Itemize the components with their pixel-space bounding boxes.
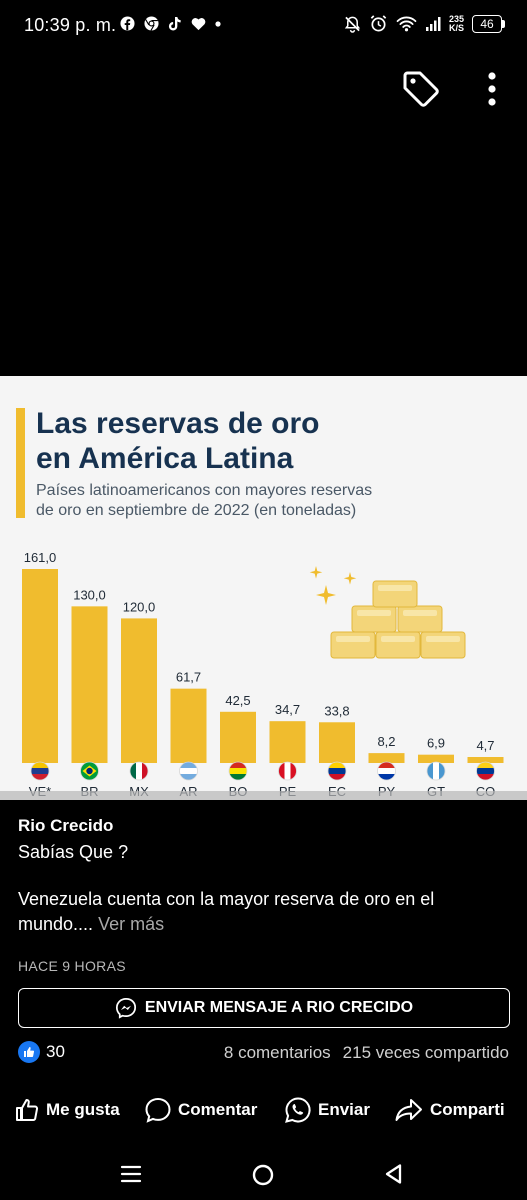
infographic-title: Las reservas de oro en América Latina <box>36 406 496 476</box>
post-image[interactable]: Las reservas de oro en América Latina Pa… <box>0 376 527 800</box>
bar-bo <box>220 711 256 763</box>
bar-ar <box>170 688 207 763</box>
data-label: 34,7 <box>275 702 300 717</box>
paraguay-flag-icon <box>377 761 396 781</box>
home-icon[interactable] <box>250 1162 276 1188</box>
data-label: 4,7 <box>476 738 494 753</box>
mexico-flag-icon <box>129 761 149 781</box>
colombia-flag-icon <box>476 761 495 781</box>
bolivia-flag-icon <box>228 761 248 781</box>
speed-value: 235 <box>448 13 464 24</box>
peru-flag-icon <box>278 761 297 781</box>
chrome-icon <box>144 16 159 31</box>
facebook-icon <box>120 16 135 31</box>
send-whatsapp-button[interactable]: Enviar <box>284 1094 370 1126</box>
post-stats: 8 comentarios 215 veces compartido <box>224 1043 509 1063</box>
send-message-label: ENVIAR MENSAJE A RIO CRECIDO <box>144 999 414 1016</box>
back-icon[interactable] <box>382 1162 406 1186</box>
argentina-flag-icon <box>179 761 198 781</box>
recent-apps-icon[interactable] <box>118 1162 144 1186</box>
thumbs-up-icon <box>16 1099 39 1121</box>
ecuador-flag-icon <box>327 761 347 781</box>
source-note-strip <box>0 791 527 800</box>
see-more-link[interactable]: Ver más <box>98 914 165 934</box>
data-label: 161,0 <box>24 550 57 565</box>
alarm-icon <box>370 15 387 32</box>
comment-button[interactable]: Comentar <box>144 1094 257 1126</box>
comment-label: Comentar <box>178 1100 258 1119</box>
post-author[interactable]: Rio Crecido <box>18 816 114 835</box>
data-label: 61,7 <box>176 670 201 685</box>
send-message-button[interactable]: ENVIAR MENSAJE A RIO CRECIDO <box>18 988 510 1028</box>
subtitle-line-2: de oro en septiembre de 2022 (en tonelad… <box>36 502 357 519</box>
data-label: 130,0 <box>73 587 106 602</box>
like-label: Me gusta <box>46 1100 120 1119</box>
speed-unit: K/S <box>448 22 464 33</box>
bar-br <box>71 606 108 763</box>
title-line-2: en América Latina <box>36 442 294 475</box>
venezuela-flag-icon <box>30 761 50 781</box>
heart-icon <box>191 17 206 30</box>
dot-icon <box>215 20 221 27</box>
tag-icon[interactable] <box>400 68 442 110</box>
network-speed: 235 K/S <box>448 13 464 33</box>
system-icons: 235 K/S 46 <box>344 14 505 33</box>
post-actions: Me gusta Comentar Enviar Comparti <box>0 1094 527 1128</box>
infographic-subtitle: Países latinoamericanos con mayores rese… <box>36 481 456 521</box>
post-text-line: Sabías Que ? <box>18 842 129 862</box>
send-label: Enviar <box>318 1100 370 1119</box>
comment-icon <box>145 1097 171 1123</box>
guatemala-flag-icon <box>426 761 446 781</box>
data-label: 42,5 <box>225 693 250 708</box>
more-vertical-icon[interactable] <box>478 70 506 108</box>
subtitle-line-1: Países latinoamericanos con mayores rese… <box>36 482 373 499</box>
mute-icon <box>344 16 361 33</box>
bar-ve <box>22 569 58 763</box>
data-label: 120,0 <box>123 599 156 614</box>
title-accent-bar <box>16 408 25 518</box>
battery-icon: 46 <box>472 14 505 33</box>
post-timestamp: HACE 9 HORAS <box>18 958 126 974</box>
whatsapp-icon <box>285 1097 311 1123</box>
wifi-icon <box>396 16 417 32</box>
data-label: 8,2 <box>377 734 395 749</box>
share-button[interactable]: Comparti <box>394 1094 505 1126</box>
like-reaction-icon <box>18 1041 40 1063</box>
notification-icons <box>120 16 221 31</box>
bar-py <box>368 753 405 763</box>
system-nav-bar <box>0 1150 527 1200</box>
comments-count[interactable]: 8 comentarios <box>223 1043 331 1062</box>
gold-bars-illustration <box>309 566 466 659</box>
bar-co <box>467 757 504 763</box>
bar-gt <box>418 754 454 763</box>
title-line-1: Las reservas de oro <box>36 407 320 440</box>
reactions-summary[interactable]: 30 <box>18 1041 65 1063</box>
messenger-icon <box>115 997 136 1019</box>
tiktok-icon <box>168 16 181 31</box>
gold-reserves-chart: 161,0VE*130,0BR120,0MX61,7AR42,5BO34,7PE… <box>22 550 504 799</box>
share-icon <box>395 1099 422 1121</box>
data-label: 33,8 <box>324 703 349 718</box>
bar-pe <box>269 721 306 763</box>
shares-count[interactable]: 215 veces compartido <box>342 1043 509 1062</box>
like-button[interactable]: Me gusta <box>14 1094 120 1126</box>
battery-level: 46 <box>472 14 502 33</box>
bar-ec <box>319 722 355 763</box>
brazil-flag-icon <box>80 761 99 781</box>
data-label: 6,9 <box>427 736 445 751</box>
status-bar: 10:39 p. m. 235 K/S 46 <box>0 0 527 56</box>
post-body-text: Venezuela cuenta con la mayor reserva de… <box>18 889 435 934</box>
post-body: Venezuela cuenta con la mayor reserva de… <box>18 887 513 937</box>
signal-icon <box>425 16 441 31</box>
status-time: 10:39 p. m. <box>24 15 117 35</box>
likes-count: 30 <box>46 1042 65 1061</box>
bar-mx <box>121 618 157 763</box>
share-label: Comparti <box>430 1100 505 1119</box>
